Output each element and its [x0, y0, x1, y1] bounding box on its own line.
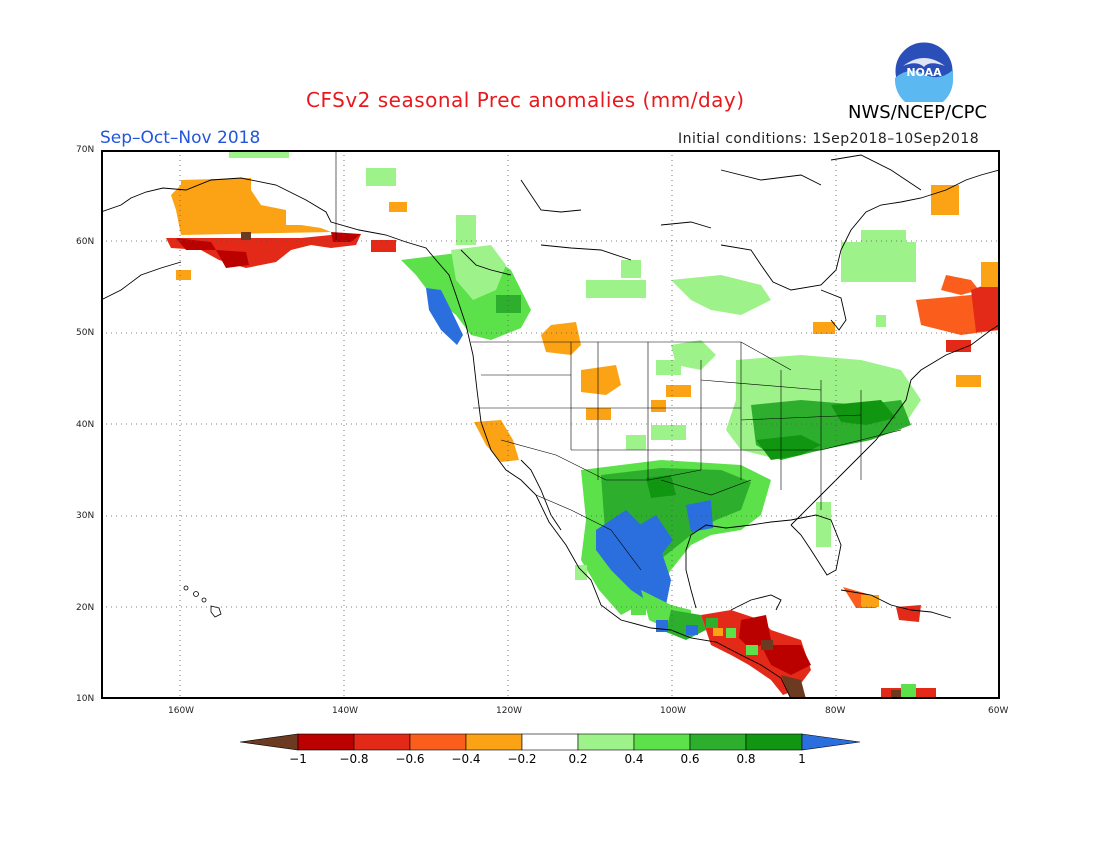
lat-label: 70N — [76, 145, 95, 155]
colorbar-label: −0.2 — [507, 752, 537, 766]
colorbar-label: 0.8 — [736, 752, 756, 766]
map-title: CFSv2 seasonal Prec anomalies (mm/day) — [306, 88, 745, 112]
hawaii-islands — [183, 585, 222, 618]
colorbar-swatch — [633, 733, 691, 751]
gridlines — [101, 150, 999, 699]
lat-label: 50N — [76, 328, 95, 338]
lon-label: 60W — [988, 706, 1009, 716]
season-label: Sep–Oct–Nov 2018 — [100, 128, 261, 148]
lat-label: 60N — [76, 237, 95, 247]
colorbar-arrow-left — [240, 733, 299, 751]
colorbar-label: −0.6 — [395, 752, 425, 766]
anomaly-map — [101, 150, 1000, 699]
lon-label: 140W — [332, 706, 359, 716]
colorbar-label: −0.4 — [451, 752, 481, 766]
colorbar-label: 0.6 — [680, 752, 700, 766]
map-frame — [101, 150, 1000, 699]
colorbar-arrow-right — [801, 733, 861, 751]
state-borders — [335, 150, 902, 571]
lat-label: 20N — [76, 603, 95, 613]
lon-label: 160W — [168, 706, 195, 716]
colorbar-label: 0.4 — [624, 752, 644, 766]
colorbar-label: −1 — [289, 752, 307, 766]
lat-label: 40N — [76, 420, 95, 430]
colorbar-swatch — [577, 733, 635, 751]
lon-label: 80W — [825, 706, 846, 716]
lat-label: 10N — [76, 694, 95, 704]
lon-label: 120W — [496, 706, 523, 716]
colorbar — [240, 733, 861, 751]
colorbar-swatch — [745, 733, 803, 751]
colorbar-swatch — [689, 733, 747, 751]
coastlines — [101, 154, 999, 699]
agency-label: NWS/NCEP/CPC — [848, 102, 988, 123]
colorbar-label: 1 — [798, 752, 806, 766]
colorbar-swatch — [521, 733, 579, 751]
noaa-logo-text: NOAA — [906, 66, 942, 79]
colorbar-swatch — [297, 733, 355, 751]
colorbar-label: −0.8 — [339, 752, 369, 766]
colorbar-swatch — [409, 733, 467, 751]
colorbar-swatch — [353, 733, 411, 751]
initial-conditions-label: Initial conditions: 1Sep2018–10Sep2018 — [678, 131, 980, 147]
lat-label: 30N — [76, 511, 95, 521]
noaa-logo: NOAA — [894, 41, 954, 102]
colorbar-label: 0.2 — [568, 752, 588, 766]
colorbar-swatch — [465, 733, 523, 751]
lon-label: 100W — [660, 706, 687, 716]
anomaly-cells — [166, 150, 999, 699]
